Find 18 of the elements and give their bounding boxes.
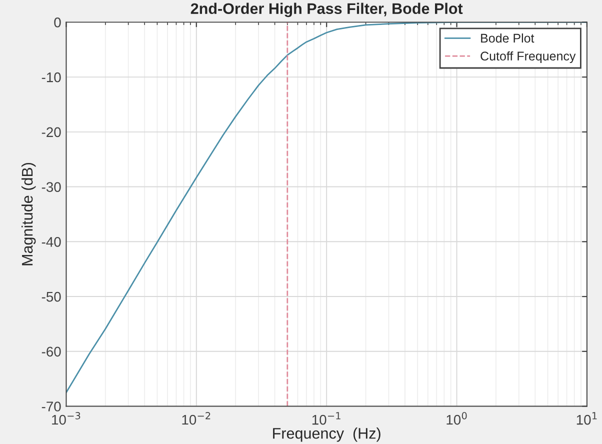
y-tick-label: -70 (42, 402, 61, 412)
y-tick-label: -40 (42, 236, 61, 247)
y-tick-label: -50 (42, 292, 61, 302)
y-tick-label: 0 (54, 18, 61, 28)
x-axis-title: Frequency (Hz) (273, 428, 380, 442)
y-tick-label: -10 (42, 72, 61, 82)
x-tick-label: 10$^{0}$ (446, 412, 467, 425)
chart-title: 2nd-Order High Pass Filter, Bode Plot (190, 2, 463, 18)
x-tick-label: 10$^{−1}$ (312, 412, 340, 425)
x-tick-label: 10$^{−2}$ (182, 412, 210, 425)
y-tick-label: -60 (42, 346, 61, 357)
y-tick-label: -30 (42, 182, 61, 192)
y-axis-title: Magnitude (dB) (21, 162, 36, 266)
legend-label: Bode Plot (481, 33, 534, 43)
x-tick-label: 10$^{−3}$ (52, 412, 80, 425)
y-tick-label: -20 (42, 127, 61, 138)
x-tick-label: 10$^{1}$ (576, 412, 597, 425)
legend-label: Cutoff Frequency (480, 51, 576, 64)
